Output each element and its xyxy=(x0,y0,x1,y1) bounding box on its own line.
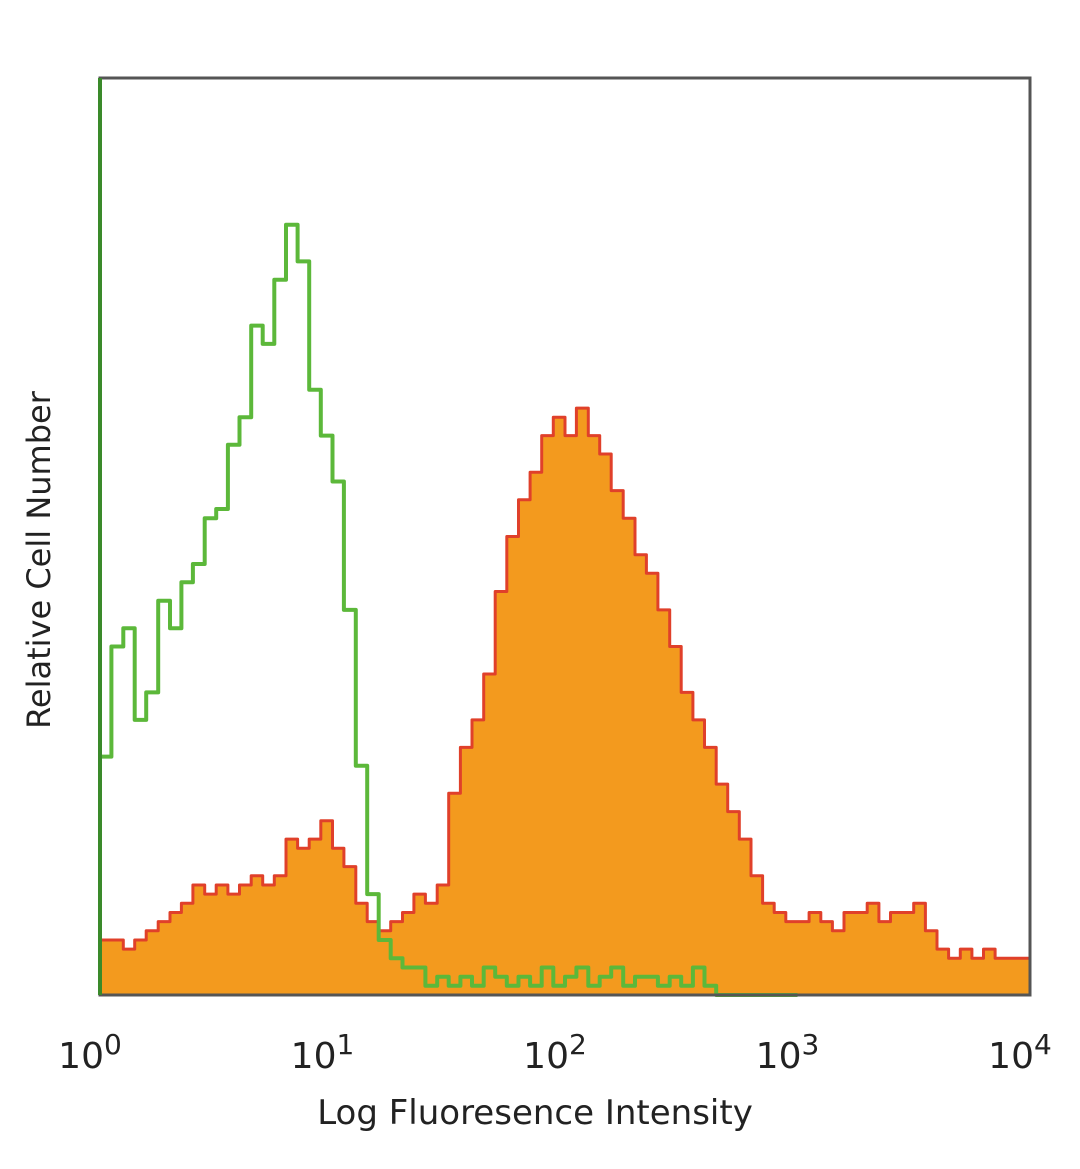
x-tick-label-0: 100 xyxy=(58,1028,122,1077)
series-0-line xyxy=(100,406,1032,960)
x-tick-label-2: 102 xyxy=(523,1028,587,1077)
x-tick-label-3: 103 xyxy=(756,1028,820,1077)
series-0-fill xyxy=(100,408,1030,996)
y-axis-label: Relative Cell Number xyxy=(20,390,58,729)
series-layer xyxy=(100,222,1032,997)
x-tick-labels: 100 101 102 103 104 xyxy=(58,1028,1052,1077)
x-axis-label: Log Fluoresence Intensity xyxy=(317,1093,753,1133)
series-1-line xyxy=(100,222,798,997)
x-tick-label-4: 104 xyxy=(988,1028,1052,1077)
x-tick-label-1: 101 xyxy=(291,1028,355,1077)
